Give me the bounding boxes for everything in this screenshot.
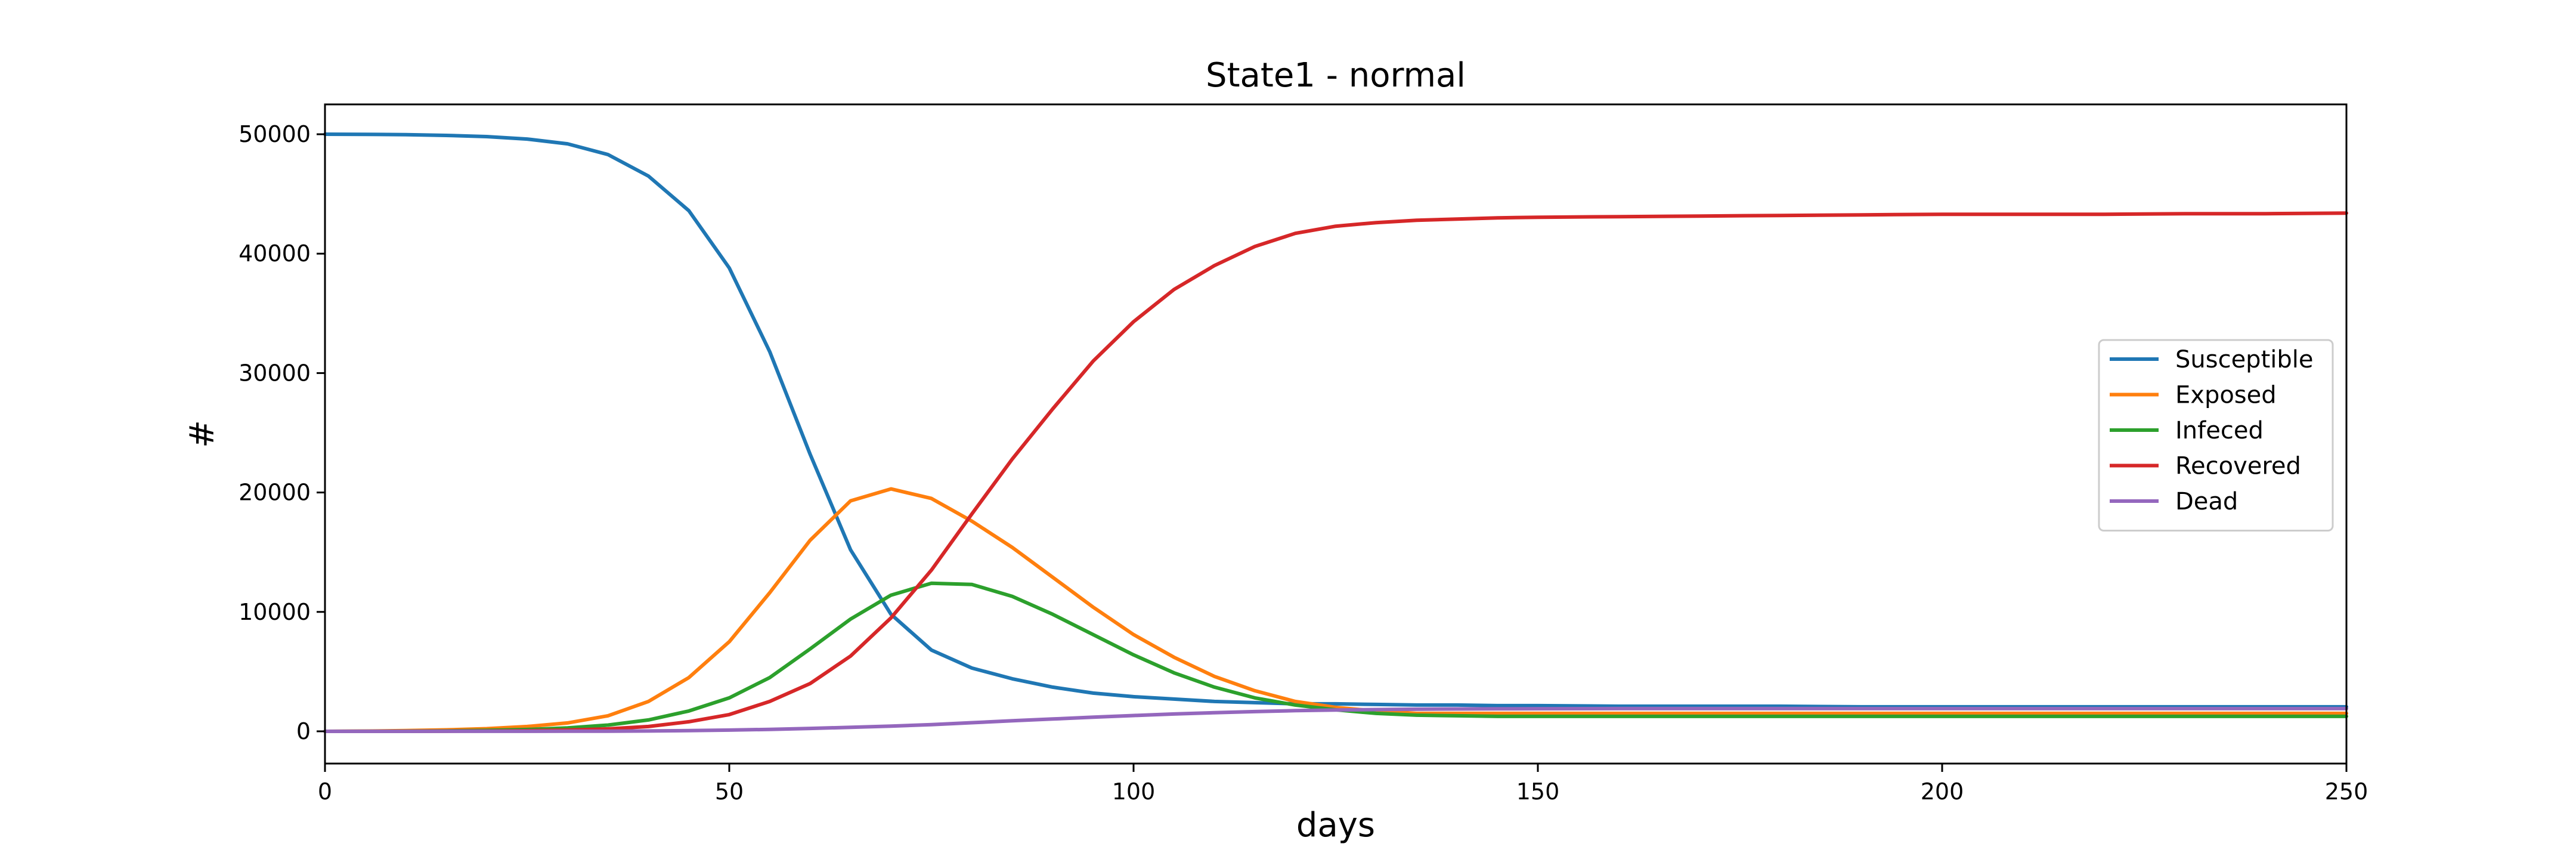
plot-area-frame [324,103,2348,765]
x-tick-label: 100 [1112,778,1156,805]
y-tick-label: 10000 [239,599,311,625]
x-tick-label: 200 [1921,778,1964,805]
y-tick-label: 50000 [239,121,311,147]
x-axis-title: days [1296,806,1375,845]
legend-label: Infeced [2175,417,2264,444]
series-line-exposed [323,487,2348,733]
x-tick-label: 250 [2325,778,2368,805]
y-axis-title: # [183,420,222,448]
y-axis: 0 10000 20000 30000 40000 50000 [239,121,325,744]
chart-title: State1 - normal [1206,56,1466,95]
legend: Susceptible Exposed Infeced Recovered Dead [2098,339,2334,532]
legend-label: Dead [2175,488,2238,515]
series-line-susceptible [323,132,2348,709]
x-axis: 0 50 100 150 200 250 [318,764,2368,805]
series-layer [323,132,2348,733]
legend-label: Recovered [2175,453,2301,480]
y-tick-label: 0 [296,718,311,744]
series-line-dead [323,706,2348,733]
legend-label: Susceptible [2175,346,2313,373]
x-tick-label: 0 [318,778,332,805]
y-tick-label: 40000 [239,240,311,267]
series-line-infeced [323,581,2348,733]
y-tick-label: 20000 [239,480,311,506]
x-tick-label: 50 [715,778,744,805]
y-tick-label: 30000 [239,360,311,386]
x-tick-label: 150 [1516,778,1560,805]
legend-label: Exposed [2175,382,2277,409]
legend-box [2098,339,2334,532]
series-line-recovered [323,211,2348,733]
